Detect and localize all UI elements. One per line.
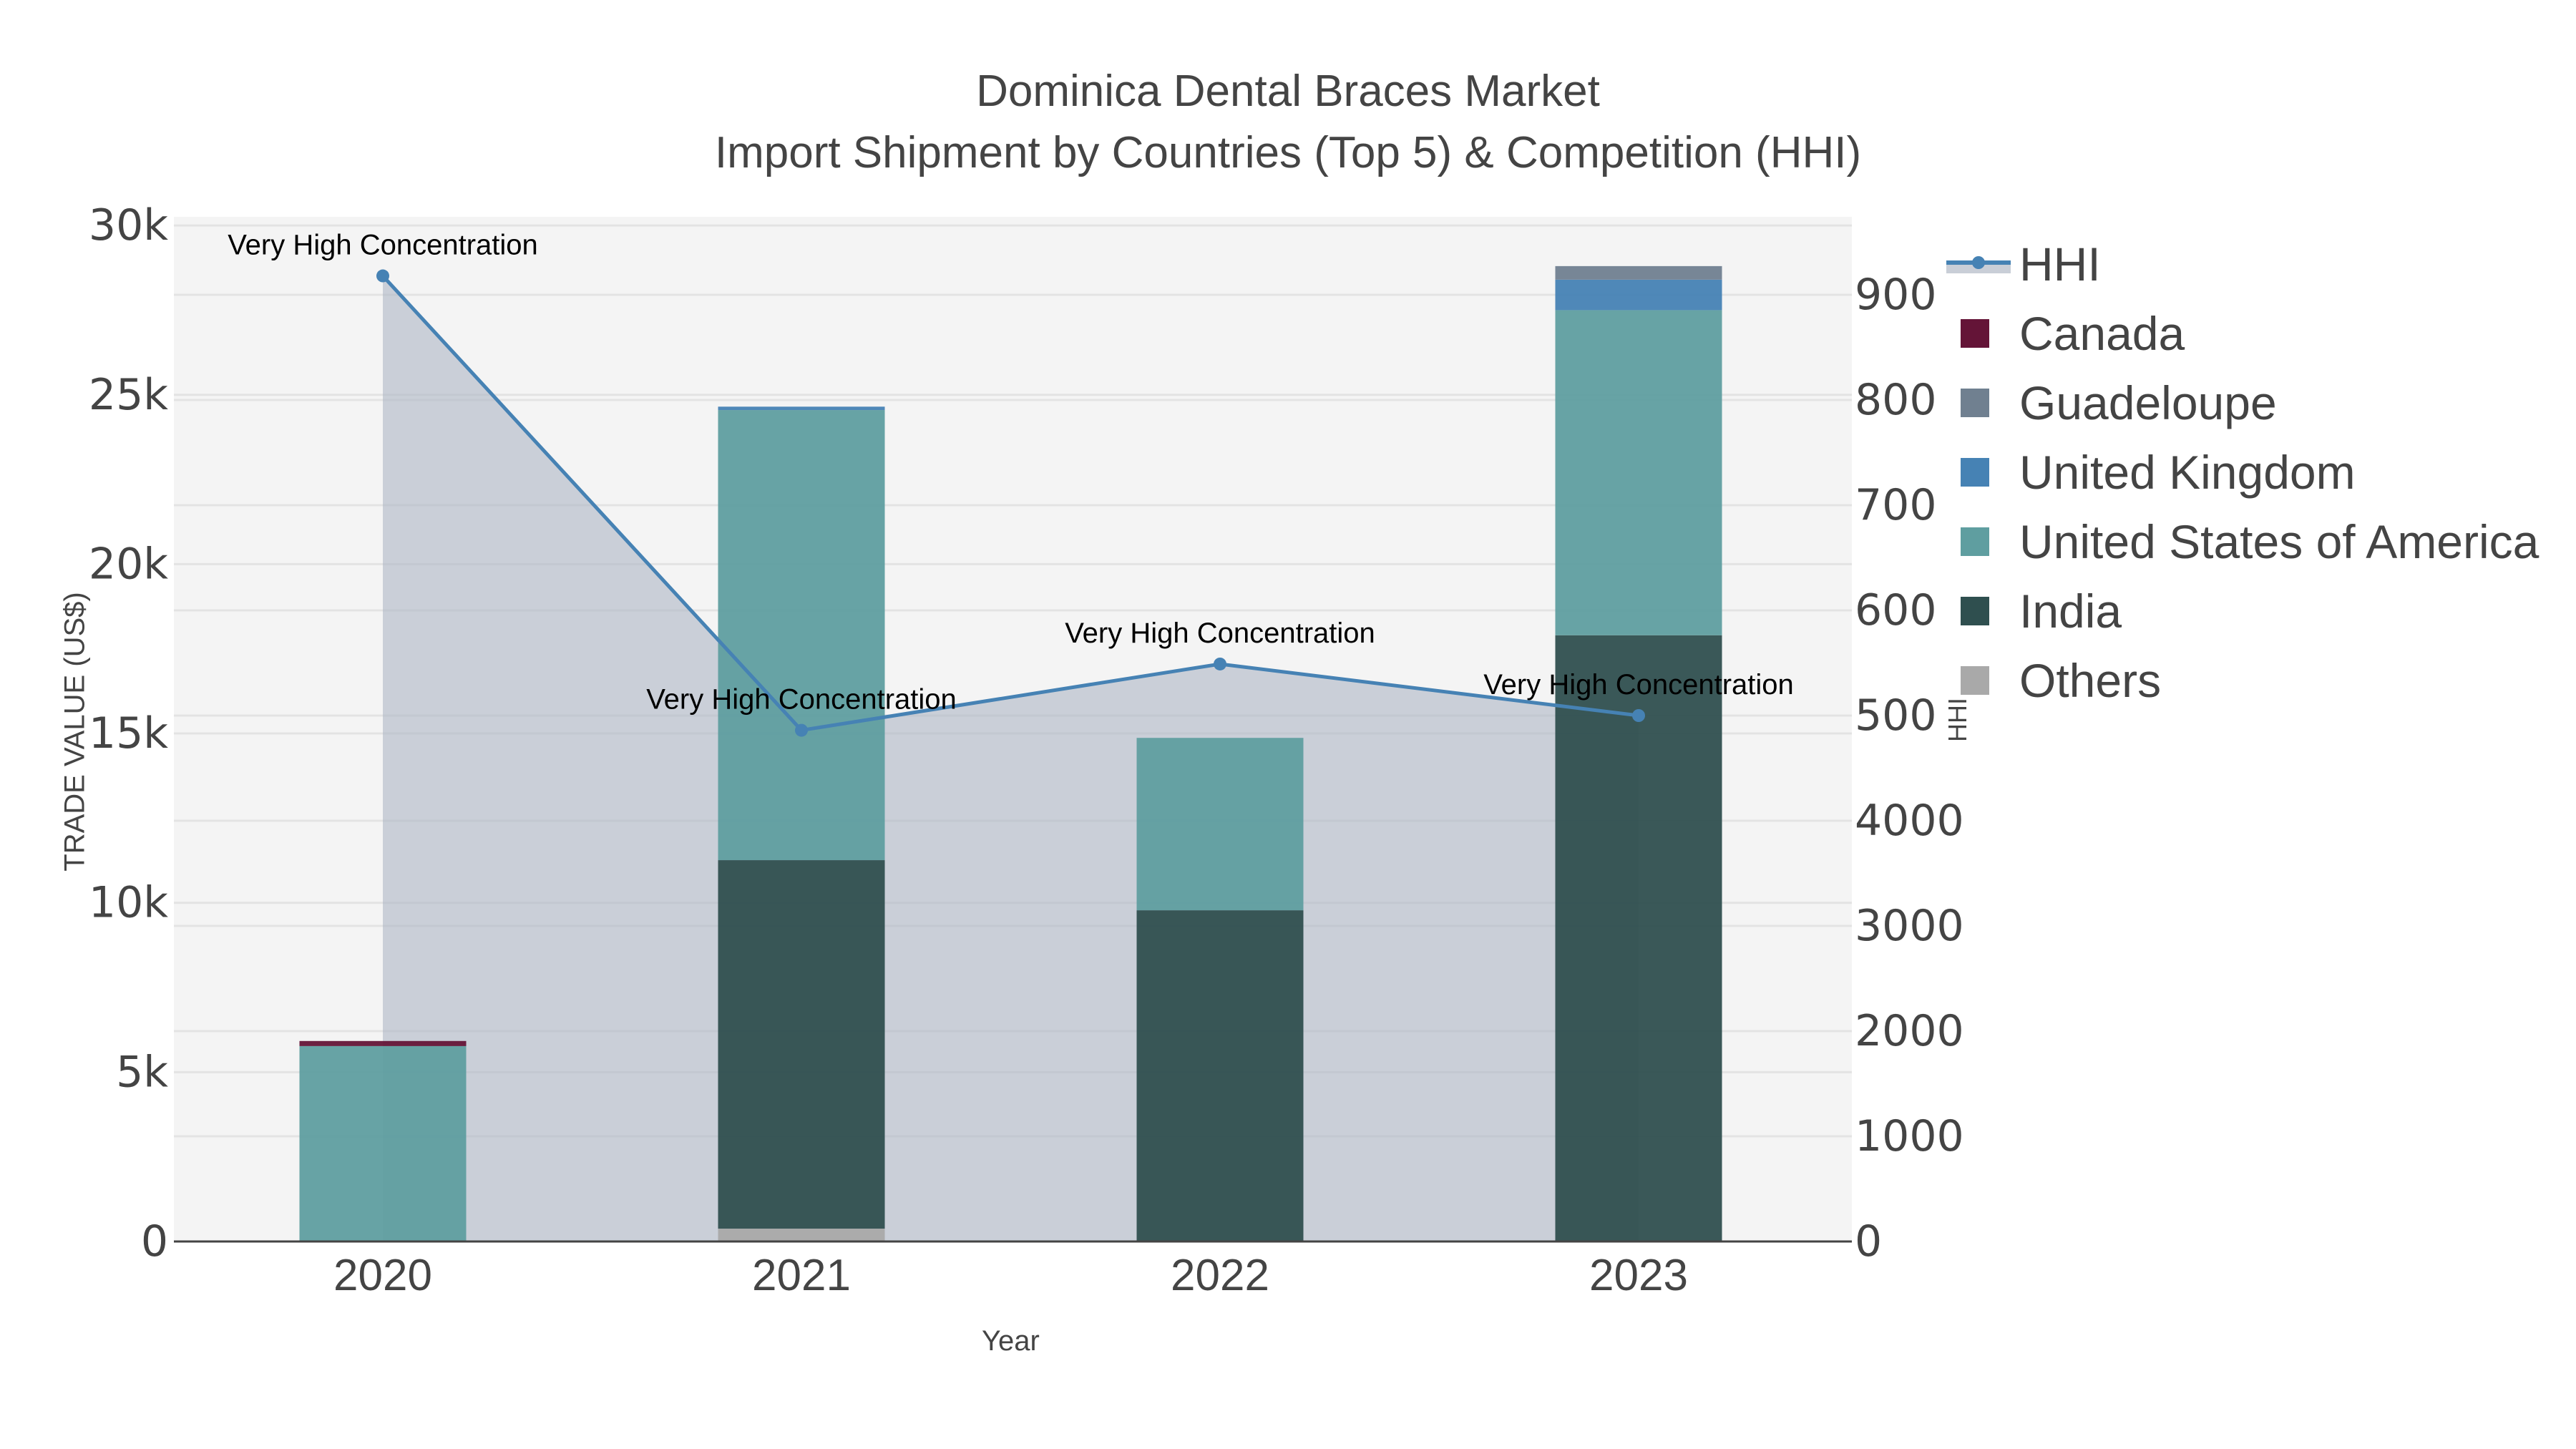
square-swatch-icon (1961, 596, 1989, 625)
legend-label: Canada (2019, 306, 2185, 360)
hhi-point[interactable] (1214, 657, 1226, 670)
svg-text:0: 0 (1855, 1216, 1882, 1267)
hhi-annotation-label: Very High Concentration (646, 684, 957, 716)
svg-text:700: 700 (1855, 480, 1937, 530)
y-left-tick-labels: 0 5k 10k 15k 20k 25k 30k (89, 200, 168, 1267)
svg-text:30k: 30k (89, 200, 168, 250)
chart-subtitle: Import Shipment by Countries (Top 5) & C… (714, 128, 1862, 177)
square-swatch-icon (1961, 457, 1989, 487)
bar-segment[interactable] (299, 1040, 467, 1046)
svg-text:15k: 15k (89, 708, 168, 758)
hhi-annotation-label: Very High Concentration (228, 230, 538, 261)
bar-segment[interactable] (718, 860, 885, 1229)
hhi-line (376, 269, 1645, 737)
svg-text:5k: 5k (116, 1047, 168, 1097)
svg-text:4000: 4000 (1855, 796, 1964, 846)
legend-label: United Kingdom (2019, 445, 2356, 499)
svg-text:3000: 3000 (1855, 901, 1964, 951)
legend-label: Guadeloupe (2019, 376, 2277, 429)
legend-label: India (2019, 584, 2122, 638)
svg-text:900: 900 (1855, 270, 1937, 320)
hhi-annotation-label: Very High Concentration (1483, 669, 1794, 701)
bar-segment[interactable] (718, 410, 885, 861)
bar-segment[interactable] (1555, 265, 1722, 280)
svg-text:500: 500 (1855, 691, 1937, 741)
svg-text:600: 600 (1855, 585, 1937, 635)
svg-text:2021: 2021 (752, 1251, 851, 1300)
hhi-annotations: Very High Concentration Very High Concent… (228, 230, 1794, 716)
svg-text:20k: 20k (89, 539, 168, 589)
x-axis-title: Year (982, 1325, 1040, 1357)
square-swatch-icon (1961, 318, 1989, 348)
hhi-point[interactable] (1632, 709, 1645, 722)
hhi-area-fill (383, 275, 1639, 1241)
y-left-axis-title: TRADE VALUE (US$) (59, 592, 91, 872)
square-swatch-icon (1961, 388, 1989, 417)
hhi-annotation-label: Very High Concentration (1065, 618, 1375, 649)
bar-segment[interactable] (299, 1045, 467, 1241)
stacked-bars (299, 265, 1722, 1241)
svg-text:2023: 2023 (1589, 1251, 1688, 1300)
legend-label: HHI (2019, 237, 2101, 291)
bar-segment[interactable] (1555, 310, 1722, 635)
y-right-tick-labels: 0 1000 2000 3000 4000 500 600 700 800 900 (1855, 270, 1964, 1267)
x-tick-labels: 2020 2021 2022 2023 (333, 1251, 1688, 1300)
bar-segment[interactable] (1136, 738, 1304, 911)
svg-text:2000: 2000 (1855, 1006, 1964, 1056)
bar-segment[interactable] (1136, 910, 1304, 1241)
bar-segment[interactable] (1555, 635, 1722, 1241)
svg-text:2022: 2022 (1171, 1251, 1269, 1300)
bar-segment[interactable] (1555, 279, 1722, 311)
hhi-point[interactable] (376, 269, 389, 283)
chart-title: Dominica Dental Braces Market (976, 67, 1600, 116)
svg-text:1000: 1000 (1855, 1111, 1964, 1161)
svg-text:10k: 10k (89, 878, 168, 928)
legend-label: United States of America (2019, 514, 2540, 568)
svg-text:2020: 2020 (333, 1251, 432, 1300)
y-right-axis-title: HHI (1943, 698, 1972, 742)
legend-label: Others (2019, 653, 2162, 707)
bar-segment[interactable] (718, 406, 885, 411)
svg-text:800: 800 (1855, 375, 1937, 425)
svg-text:25k: 25k (89, 370, 168, 420)
line-marker-icon (1946, 255, 2011, 273)
svg-text:0: 0 (141, 1216, 168, 1267)
bar-segment[interactable] (718, 1229, 885, 1241)
square-swatch-icon (1961, 665, 1989, 695)
hhi-point[interactable] (795, 723, 808, 737)
square-swatch-icon (1961, 527, 1989, 556)
